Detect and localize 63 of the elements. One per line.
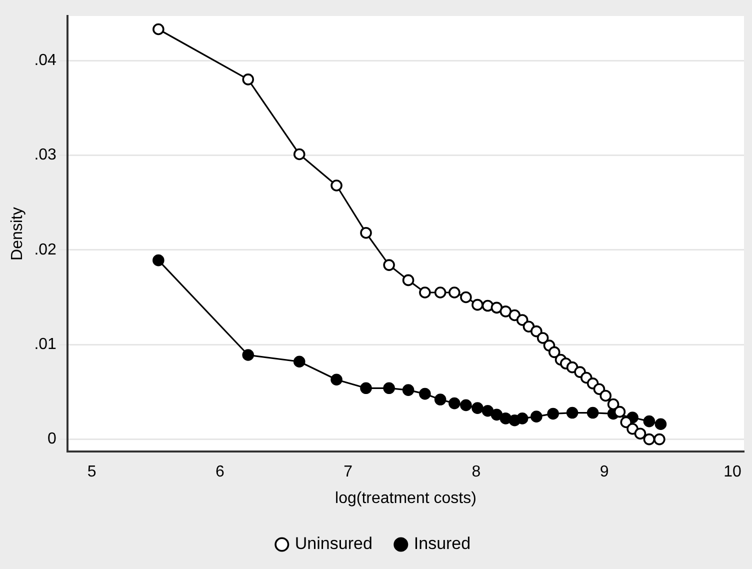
point: [654, 433, 666, 446]
point: [448, 397, 460, 410]
point: [472, 298, 484, 311]
point: [490, 302, 503, 314]
point: [419, 388, 431, 400]
point: [643, 433, 656, 446]
x-tick-label: 9: [600, 464, 609, 481]
legend-label: Uninsured: [294, 534, 372, 554]
point: [654, 418, 667, 430]
point: [360, 382, 372, 394]
point: [536, 332, 549, 344]
point: [360, 226, 372, 239]
point: [482, 404, 494, 417]
point: [607, 398, 620, 410]
point: [516, 314, 528, 326]
x-tick-label: 5: [87, 464, 96, 481]
point: [330, 180, 342, 192]
point: [516, 412, 528, 424]
x-axis-title: log(treatment costs): [335, 490, 476, 507]
point: [434, 286, 446, 298]
point: [586, 406, 599, 419]
point: [530, 325, 542, 338]
y-tick-label: .02: [34, 241, 57, 258]
y-tick-label: 0: [48, 430, 57, 448]
point: [383, 382, 395, 394]
point: [614, 406, 626, 418]
point: [643, 415, 656, 428]
x-tick-label: 10: [724, 464, 742, 481]
y-tick-label: .03: [34, 146, 57, 164]
point: [242, 74, 254, 86]
point: [383, 259, 395, 271]
point: [293, 356, 306, 368]
point: [600, 390, 612, 402]
point: [490, 408, 503, 421]
x-tick-label: 8: [472, 464, 481, 481]
point: [500, 306, 512, 318]
y-axis-title: Density: [9, 207, 26, 260]
point: [293, 148, 306, 160]
y-tick-label: .01: [34, 336, 57, 353]
y-tick-label: .04: [34, 52, 57, 69]
point: [530, 410, 542, 422]
point: [402, 274, 414, 286]
point: [634, 428, 646, 440]
point: [548, 346, 560, 358]
point: [434, 394, 446, 406]
x-tick-label: 7: [344, 464, 353, 481]
point: [330, 374, 342, 386]
point: [419, 286, 431, 298]
point: [460, 399, 472, 412]
point: [448, 286, 460, 298]
point: [472, 402, 484, 414]
point: [402, 384, 414, 396]
point: [460, 291, 472, 304]
point: [242, 349, 254, 361]
point: [482, 300, 494, 312]
point: [152, 254, 164, 266]
point: [593, 383, 606, 395]
point: [500, 412, 512, 424]
legend-label: Insured: [414, 534, 471, 554]
x-tick-label: 6: [215, 464, 224, 481]
point: [547, 408, 559, 420]
point: [152, 23, 164, 36]
point: [566, 406, 578, 419]
